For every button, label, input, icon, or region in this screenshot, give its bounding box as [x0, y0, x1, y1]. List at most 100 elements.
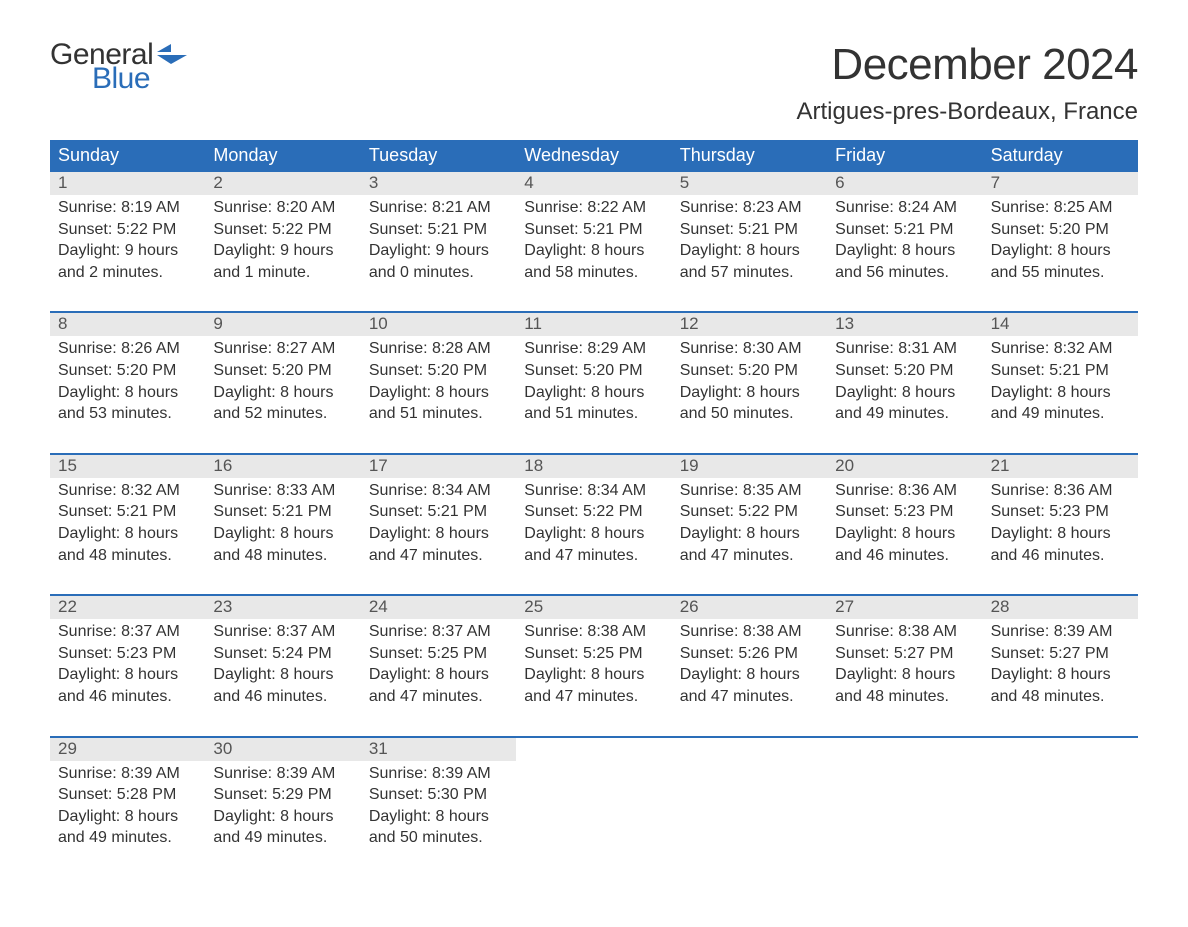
weekday-header: Sunday — [50, 140, 205, 172]
day-dl2: and 49 minutes. — [213, 827, 352, 849]
day-dl2: and 49 minutes. — [58, 827, 197, 849]
day-number: 5 — [672, 172, 827, 195]
day-dl2: and 47 minutes. — [680, 545, 819, 567]
day-dl2: and 2 minutes. — [58, 262, 197, 284]
day-sunrise: Sunrise: 8:24 AM — [835, 197, 974, 219]
day-number: 8 — [50, 313, 205, 336]
day-sunset: Sunset: 5:25 PM — [524, 643, 663, 665]
day-cell — [827, 761, 982, 877]
day-dl2: and 46 minutes. — [991, 545, 1130, 567]
day-sunrise: Sunrise: 8:32 AM — [991, 338, 1130, 360]
day-dl1: Daylight: 8 hours — [58, 523, 197, 545]
day-sunset: Sunset: 5:20 PM — [680, 360, 819, 382]
day-number: 23 — [205, 596, 360, 619]
day-sunrise: Sunrise: 8:37 AM — [213, 621, 352, 643]
weekday-header-row: Sunday Monday Tuesday Wednesday Thursday… — [50, 140, 1138, 172]
day-dl1: Daylight: 8 hours — [524, 240, 663, 262]
day-cell: Sunrise: 8:37 AMSunset: 5:23 PMDaylight:… — [50, 619, 205, 735]
day-sunrise: Sunrise: 8:25 AM — [991, 197, 1130, 219]
day-number: 29 — [50, 738, 205, 761]
day-sunrise: Sunrise: 8:26 AM — [58, 338, 197, 360]
day-sunset: Sunset: 5:21 PM — [213, 501, 352, 523]
day-sunrise: Sunrise: 8:38 AM — [680, 621, 819, 643]
day-cell: Sunrise: 8:36 AMSunset: 5:23 PMDaylight:… — [827, 478, 982, 594]
day-dl1: Daylight: 8 hours — [58, 806, 197, 828]
weekday-header: Tuesday — [361, 140, 516, 172]
day-cell: Sunrise: 8:39 AMSunset: 5:27 PMDaylight:… — [983, 619, 1138, 735]
day-dl2: and 0 minutes. — [369, 262, 508, 284]
page-title: December 2024 — [831, 40, 1138, 90]
day-cell: Sunrise: 8:34 AMSunset: 5:21 PMDaylight:… — [361, 478, 516, 594]
day-sunrise: Sunrise: 8:36 AM — [991, 480, 1130, 502]
header-row: General Blue December 2024 — [50, 40, 1138, 94]
day-cell: Sunrise: 8:28 AMSunset: 5:20 PMDaylight:… — [361, 336, 516, 452]
day-dl2: and 48 minutes. — [213, 545, 352, 567]
day-dl1: Daylight: 8 hours — [213, 664, 352, 686]
day-content-row: Sunrise: 8:39 AMSunset: 5:28 PMDaylight:… — [50, 761, 1138, 877]
day-sunrise: Sunrise: 8:39 AM — [369, 763, 508, 785]
day-dl2: and 58 minutes. — [524, 262, 663, 284]
day-number: 7 — [983, 172, 1138, 195]
day-sunset: Sunset: 5:28 PM — [58, 784, 197, 806]
day-sunset: Sunset: 5:21 PM — [369, 501, 508, 523]
day-cell: Sunrise: 8:26 AMSunset: 5:20 PMDaylight:… — [50, 336, 205, 452]
day-number: 31 — [361, 738, 516, 761]
day-number — [516, 738, 671, 761]
day-sunrise: Sunrise: 8:34 AM — [524, 480, 663, 502]
day-number: 13 — [827, 313, 982, 336]
weekday-header: Wednesday — [516, 140, 671, 172]
day-dl1: Daylight: 9 hours — [369, 240, 508, 262]
day-dl2: and 49 minutes. — [835, 403, 974, 425]
day-dl1: Daylight: 8 hours — [58, 382, 197, 404]
day-number: 17 — [361, 455, 516, 478]
day-dl1: Daylight: 8 hours — [524, 523, 663, 545]
day-cell — [983, 761, 1138, 877]
day-cell: Sunrise: 8:38 AMSunset: 5:25 PMDaylight:… — [516, 619, 671, 735]
day-sunset: Sunset: 5:20 PM — [835, 360, 974, 382]
day-number: 6 — [827, 172, 982, 195]
day-dl2: and 47 minutes. — [680, 686, 819, 708]
day-dl2: and 48 minutes. — [991, 686, 1130, 708]
day-number — [827, 738, 982, 761]
day-number: 2 — [205, 172, 360, 195]
day-dl1: Daylight: 8 hours — [991, 382, 1130, 404]
page-subtitle: Artigues-pres-Bordeaux, France — [50, 98, 1138, 126]
day-number: 9 — [205, 313, 360, 336]
day-cell: Sunrise: 8:25 AMSunset: 5:20 PMDaylight:… — [983, 195, 1138, 311]
day-sunrise: Sunrise: 8:28 AM — [369, 338, 508, 360]
day-sunset: Sunset: 5:20 PM — [991, 219, 1130, 241]
day-number-row: 22232425262728 — [50, 596, 1138, 619]
day-dl1: Daylight: 8 hours — [991, 240, 1130, 262]
day-dl1: Daylight: 8 hours — [991, 523, 1130, 545]
day-cell: Sunrise: 8:35 AMSunset: 5:22 PMDaylight:… — [672, 478, 827, 594]
day-sunset: Sunset: 5:21 PM — [369, 219, 508, 241]
day-content-row: Sunrise: 8:32 AMSunset: 5:21 PMDaylight:… — [50, 478, 1138, 594]
day-sunrise: Sunrise: 8:36 AM — [835, 480, 974, 502]
day-sunrise: Sunrise: 8:30 AM — [680, 338, 819, 360]
day-sunset: Sunset: 5:27 PM — [835, 643, 974, 665]
day-number: 30 — [205, 738, 360, 761]
day-cell: Sunrise: 8:23 AMSunset: 5:21 PMDaylight:… — [672, 195, 827, 311]
day-number: 16 — [205, 455, 360, 478]
day-sunset: Sunset: 5:22 PM — [213, 219, 352, 241]
day-sunrise: Sunrise: 8:33 AM — [213, 480, 352, 502]
day-sunset: Sunset: 5:24 PM — [213, 643, 352, 665]
day-dl2: and 48 minutes. — [835, 686, 974, 708]
day-number: 24 — [361, 596, 516, 619]
day-number: 1 — [50, 172, 205, 195]
day-sunrise: Sunrise: 8:23 AM — [680, 197, 819, 219]
day-sunrise: Sunrise: 8:29 AM — [524, 338, 663, 360]
day-sunset: Sunset: 5:21 PM — [991, 360, 1130, 382]
day-dl2: and 47 minutes. — [369, 686, 508, 708]
weekday-header: Monday — [205, 140, 360, 172]
day-cell: Sunrise: 8:39 AMSunset: 5:28 PMDaylight:… — [50, 761, 205, 877]
weekday-header: Thursday — [672, 140, 827, 172]
day-sunset: Sunset: 5:23 PM — [991, 501, 1130, 523]
day-dl2: and 51 minutes. — [524, 403, 663, 425]
day-sunrise: Sunrise: 8:37 AM — [58, 621, 197, 643]
day-dl1: Daylight: 8 hours — [213, 806, 352, 828]
weekday-header: Saturday — [983, 140, 1138, 172]
day-sunrise: Sunrise: 8:19 AM — [58, 197, 197, 219]
day-sunrise: Sunrise: 8:27 AM — [213, 338, 352, 360]
day-cell: Sunrise: 8:20 AMSunset: 5:22 PMDaylight:… — [205, 195, 360, 311]
